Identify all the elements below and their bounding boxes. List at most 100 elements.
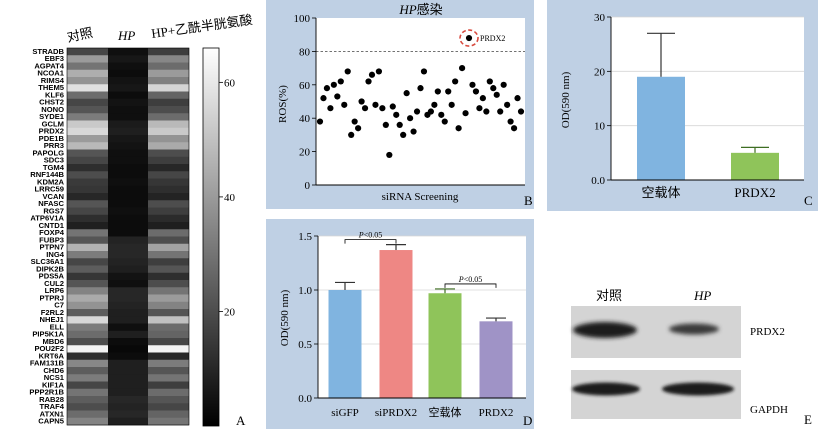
heatmap-cell [67,352,108,361]
heatmap-col-label-hp-nac: HP+乙酰半胱氨酸 [150,12,253,41]
scatter-point [396,121,403,128]
heatmap-cell [108,323,148,332]
heatmap-cell [148,301,189,310]
heatmap-cell [148,294,189,303]
bar-c-bars [637,32,779,180]
heatmap-cell [108,120,148,129]
heatmap-cell [108,84,148,92]
bar-d-y-label: OD(590 nm) [279,289,291,346]
heatmap-cell [108,236,148,245]
heatmap-col-label-hp: HP [117,28,135,43]
scatter-point [452,78,459,85]
scatter-y-tick-label: 0 [305,180,311,192]
category-label: siPRDX2 [375,407,417,419]
scatter-point [465,34,473,42]
heatmap-cell [148,251,189,259]
heatmap-cell [67,309,108,317]
scatter-point [462,110,469,117]
y-tick-label: 10 [594,121,606,133]
gene-label: KIF1A [42,380,64,389]
band-prdx2-control [573,322,637,338]
scatter-point [438,111,445,118]
scatter-point [479,95,486,102]
heatmap-cell [108,294,148,303]
scatter-point [361,105,369,112]
scatter-point [413,108,421,115]
heatmap-cell [148,120,189,129]
scatter-point [497,108,504,115]
gene-label: ING4 [46,250,65,259]
gene-label: ATP6V1A [30,214,64,223]
significance-bracket [344,239,397,244]
y-tick-label: 30 [594,12,606,24]
scatter-point [323,85,331,92]
scatter-point [389,103,396,110]
heatmap-cell [67,280,108,288]
scatter-point [493,91,500,98]
gene-label: CUL2 [44,279,64,288]
heatmap-cell [67,149,108,158]
heatmap-cell [67,84,108,92]
heatmap-cell [148,185,189,194]
heatmap-cell [67,106,108,114]
gene-label: CHST2 [39,98,64,107]
heatmap-cell [67,251,108,259]
heatmap-cell [148,149,189,158]
bar [637,76,685,180]
scatter-y-tick-label: 100 [294,13,311,25]
category-label: PRDX2 [734,185,775,200]
scatter-point [334,93,341,100]
heatmap-cell [108,127,148,136]
scatter-point [316,118,324,125]
heatmap-cell [67,381,108,390]
gene-label: PDS5A [39,272,65,281]
scatter-title-italic: HP [398,2,416,17]
gene-label: NHEJ1 [40,315,65,324]
category-label: 空载体 [429,405,462,419]
y-tick-label: 0.0 [298,393,312,405]
heatmap-cell [67,236,108,245]
heatmap-cell [148,258,189,266]
heatmap-cell [148,164,189,172]
colorbar-tick-label: 40 [224,192,236,204]
heatmap-cell [108,280,148,288]
gene-label: ATXN1 [40,409,65,418]
heatmap-cell [108,91,148,100]
heatmap-cell [67,265,108,274]
scatter-point [375,68,383,75]
colorbar [202,47,220,427]
gene-label: LRP6 [45,286,64,295]
colorbar-ticks: 20 40 60 [219,77,236,318]
heatmap-cell [148,222,189,230]
heatmap-cell [108,171,148,179]
heatmap-cell [148,193,189,201]
heatmap-cell [108,77,148,85]
heatmap-cell [148,265,189,274]
scatter-point [504,101,511,108]
heatmap-cell [108,309,148,317]
heatmap-cell [67,193,108,201]
y-tick-label: 0.5 [298,339,312,351]
heatmap-cell [67,323,108,332]
gene-label: GCLM [42,119,64,128]
gene-label: PRDX2 [39,127,64,136]
scatter-point [500,81,507,88]
heatmap-cell [148,236,189,245]
gene-label: RGS7 [43,206,64,215]
scatter-point [476,105,483,112]
heatmap-cell [148,280,189,288]
heatmap-gene-labels: STRADBEBF3AGPAT4NCOA1RIMS4THEM5KLF6CHST2… [29,47,64,426]
heatmap-cell [67,367,108,375]
heatmap-cell [67,330,108,339]
heatmap-col-label-control: 对照 [66,25,95,45]
gene-label: EBF3 [45,54,64,63]
panel-a-heatmap: 对照 HP HP+乙酰半胱氨酸 STRADBEBF3AGPAT4NCOA1RIM… [29,12,253,428]
heatmap-cell [67,185,108,194]
heatmap-cell [108,243,148,252]
heatmap-cell [108,265,148,274]
gene-label: FOXP4 [39,228,65,237]
heatmap-cell [67,98,108,107]
scatter-point [348,131,355,138]
heatmap-cell [67,345,108,353]
